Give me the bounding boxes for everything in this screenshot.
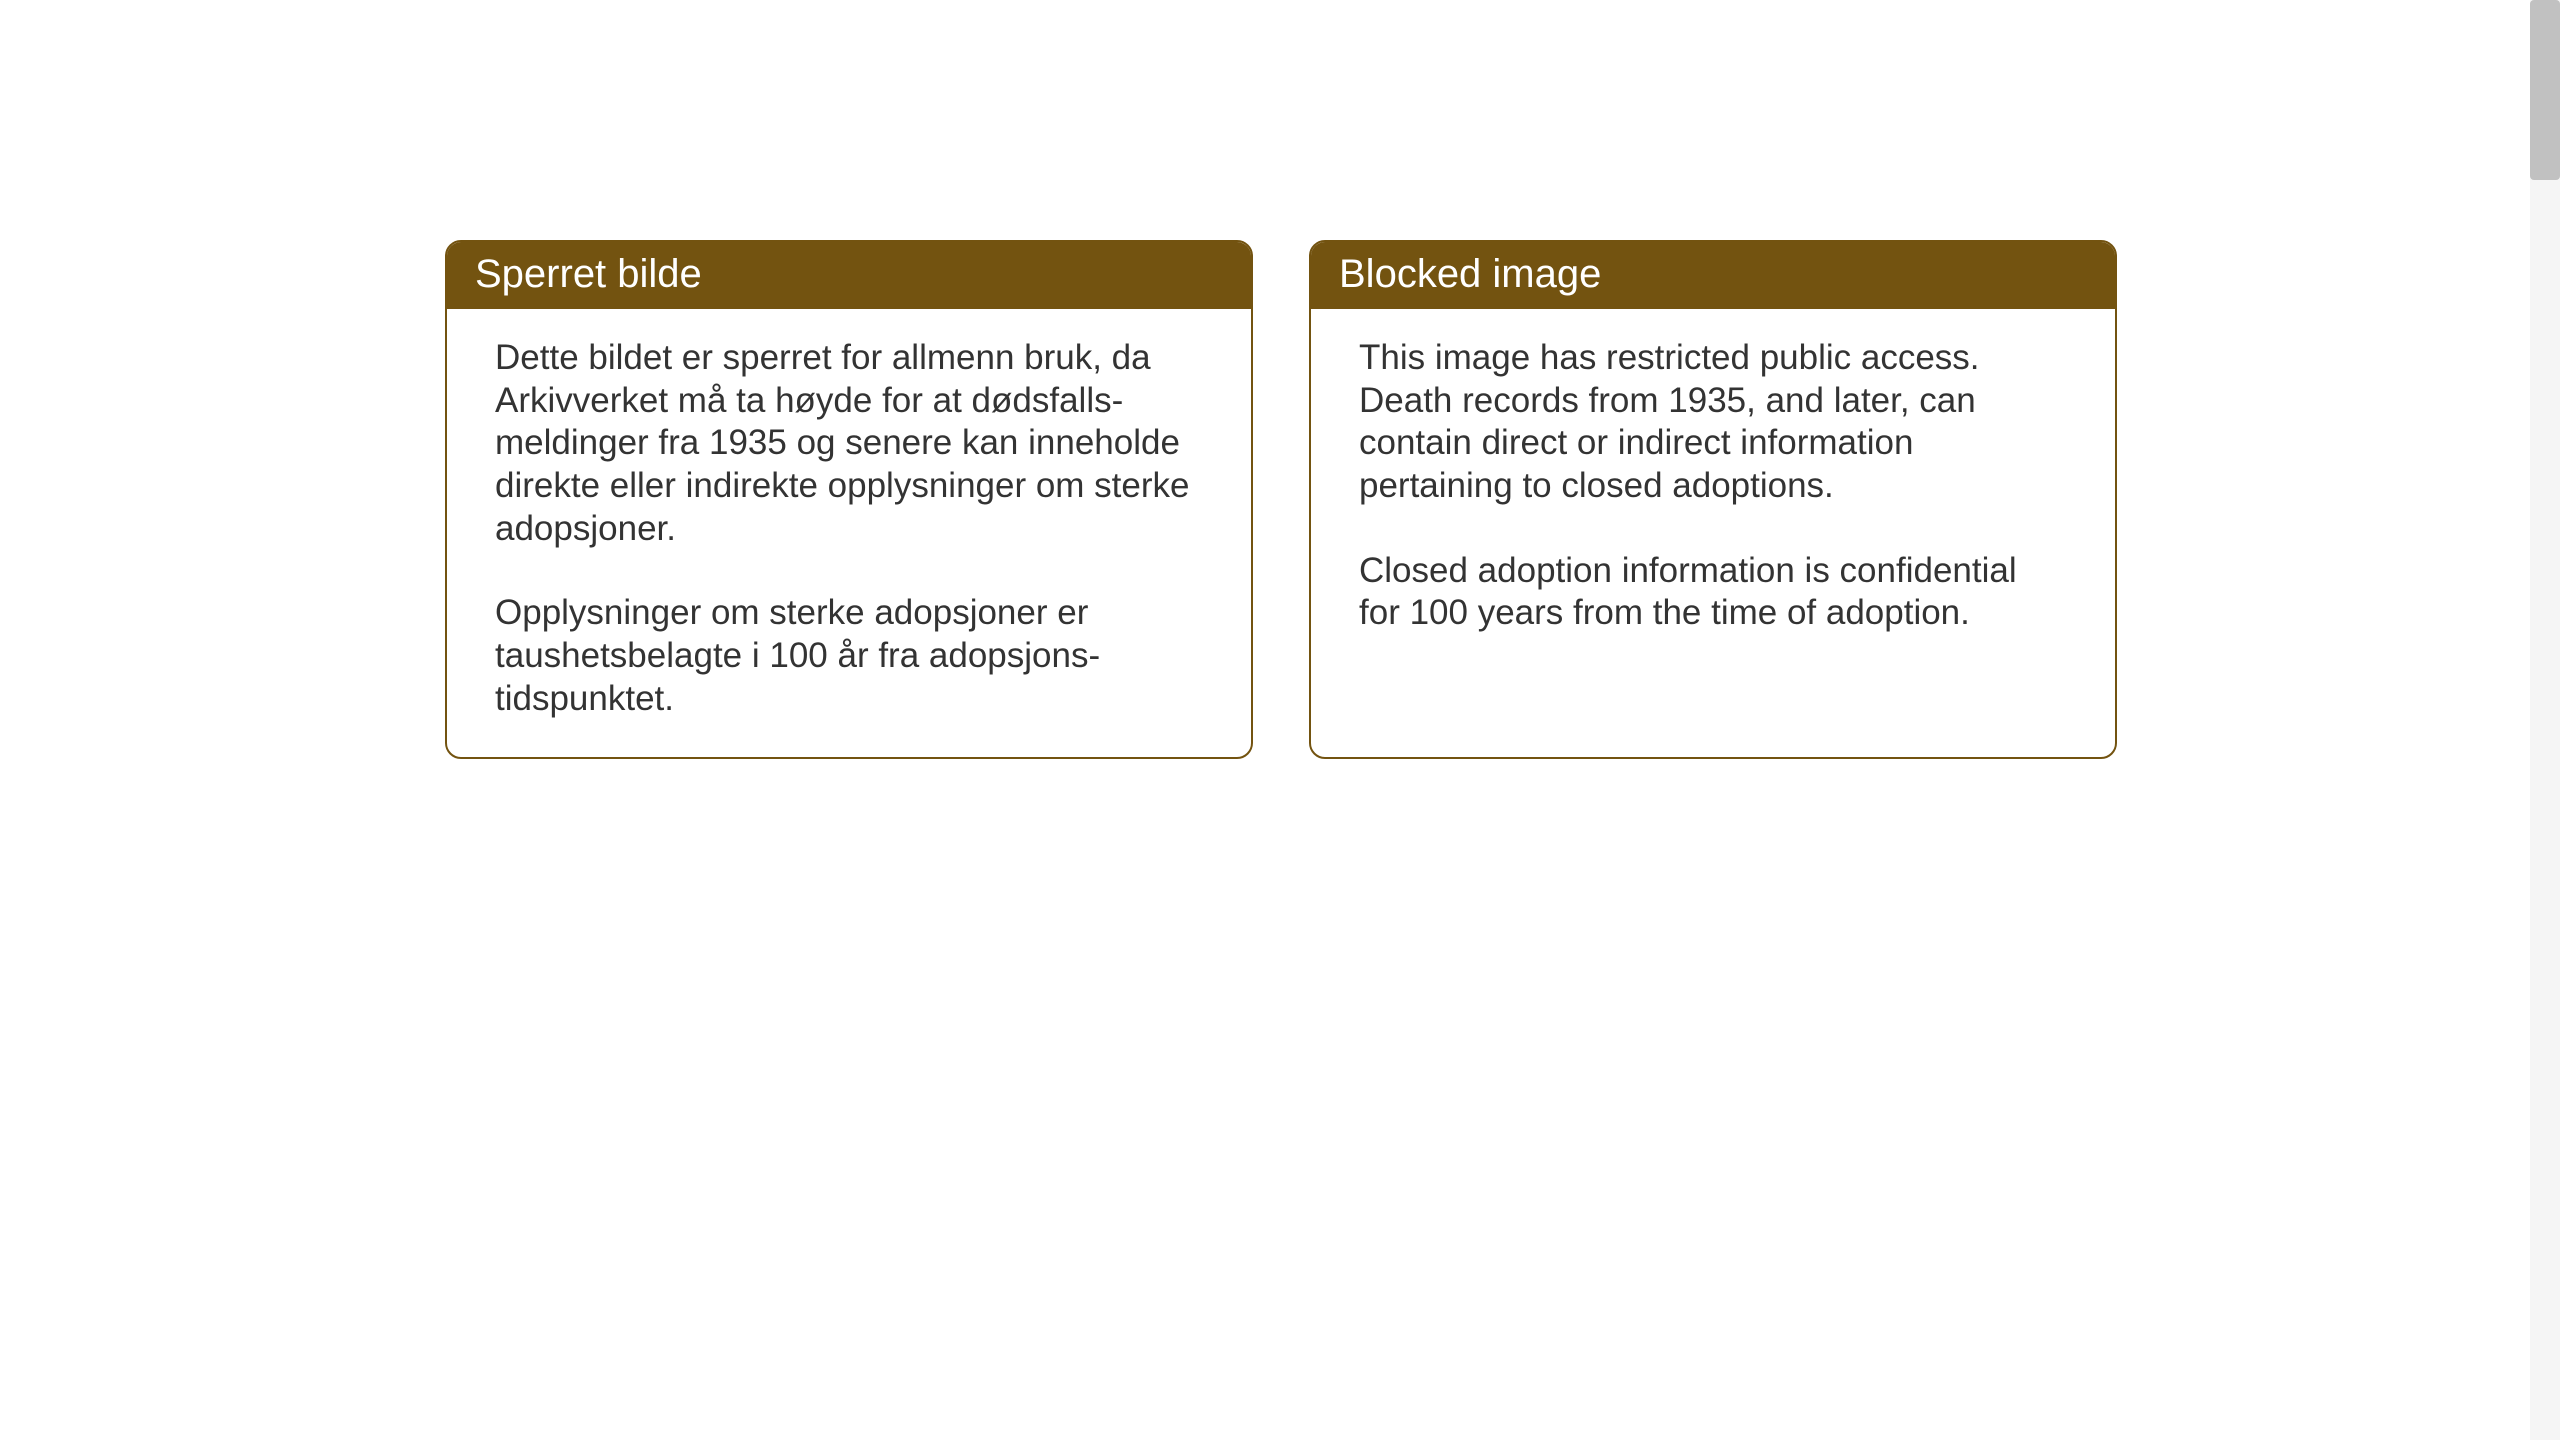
notice-paragraph-2-english: Closed adoption information is confident… [1359, 550, 2067, 635]
scrollbar-thumb[interactable] [2530, 0, 2560, 180]
notice-box-norwegian: Sperret bilde Dette bildet er sperret fo… [445, 240, 1253, 759]
notice-paragraph-1-norwegian: Dette bildet er sperret for allmenn bruk… [495, 337, 1203, 550]
notice-body-english: This image has restricted public access.… [1311, 309, 2115, 671]
notice-paragraph-1-english: This image has restricted public access.… [1359, 337, 2067, 508]
notice-header-norwegian: Sperret bilde [447, 242, 1251, 309]
notice-body-norwegian: Dette bildet er sperret for allmenn bruk… [447, 309, 1251, 757]
notice-box-english: Blocked image This image has restricted … [1309, 240, 2117, 759]
scrollbar-track[interactable] [2530, 0, 2560, 1440]
notice-container: Sperret bilde Dette bildet er sperret fo… [445, 240, 2117, 759]
notice-title-norwegian: Sperret bilde [475, 252, 702, 296]
notice-paragraph-2-norwegian: Opplysninger om sterke adopsjoner er tau… [495, 592, 1203, 720]
notice-header-english: Blocked image [1311, 242, 2115, 309]
notice-title-english: Blocked image [1339, 252, 1601, 296]
